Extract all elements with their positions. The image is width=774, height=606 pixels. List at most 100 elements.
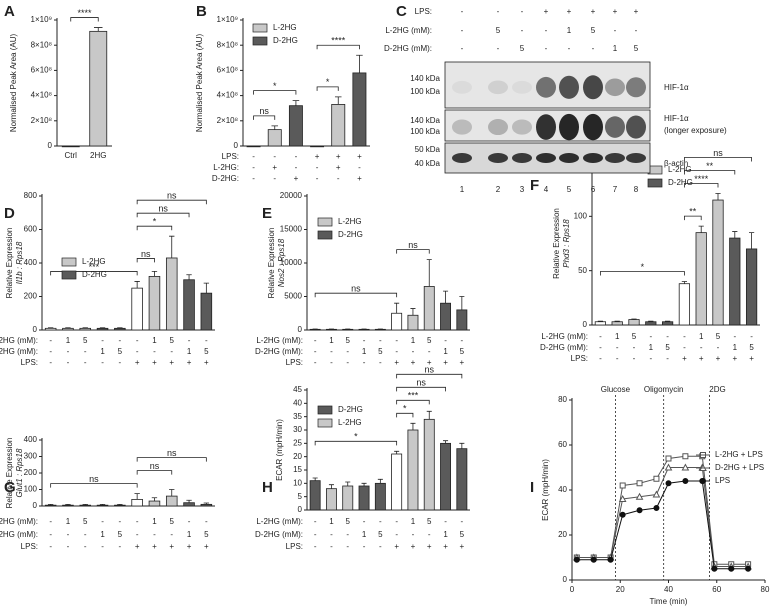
error-bar (312, 477, 318, 481)
bar (712, 199, 724, 326)
significance-label: * (326, 77, 330, 87)
blot-band (512, 80, 532, 94)
row-value: + (357, 174, 362, 183)
row-value: - (67, 542, 70, 551)
row-value: 5 (346, 517, 351, 526)
row-label: LPS: (286, 358, 303, 367)
error-bar (377, 478, 383, 484)
blot-band (605, 153, 625, 163)
row-label: LPS: (21, 358, 38, 367)
row-value: 1 (443, 347, 448, 356)
y-tick-label: 0 (298, 505, 303, 514)
legend-label: L-2HG (668, 165, 692, 174)
bar (79, 504, 92, 507)
row-value: - (330, 358, 333, 367)
row-value: - (314, 530, 317, 539)
row-value: 5 (204, 530, 209, 539)
row-value: - (49, 336, 52, 345)
row-value: - (379, 358, 382, 367)
row-value: 5 (83, 336, 88, 345)
panel-label: I (530, 479, 534, 496)
row-value: - (49, 530, 52, 539)
marker (636, 507, 643, 514)
error-bar (631, 318, 637, 320)
bar (131, 287, 143, 331)
row-value: - (599, 343, 602, 352)
row-value: - (358, 163, 361, 172)
row-value: - (136, 530, 139, 539)
error-bar (394, 302, 400, 314)
row-value: - (395, 517, 398, 526)
bar (374, 328, 386, 331)
row-value: - (252, 174, 255, 183)
error-bar (99, 327, 106, 329)
y-tick-label: 1×10⁹ (217, 15, 238, 24)
error-bar (151, 270, 158, 277)
row-value: - (101, 358, 104, 367)
row-value: - (363, 517, 366, 526)
blot-band (583, 113, 603, 141)
row-value: + (204, 542, 209, 551)
row-value: + (357, 152, 362, 161)
row-value: + (443, 358, 448, 367)
row-value: - (205, 336, 208, 345)
row-value: - (379, 336, 382, 345)
row-value: - (153, 530, 156, 539)
row-label: D-2HG (mM): (255, 347, 303, 356)
row-label: L-2HG (mM): (0, 517, 38, 526)
row-value: 5 (346, 336, 351, 345)
legend-swatch (317, 418, 333, 428)
y-tick-label: 45 (293, 385, 302, 394)
significance-bracket (70, 17, 99, 22)
bar (423, 286, 435, 331)
mw-marker: 100 kDa (410, 127, 440, 136)
error-bar (443, 290, 449, 304)
lane-number: 6 (591, 185, 596, 194)
significance-bracket (684, 215, 702, 221)
bar (628, 319, 640, 326)
error-bar (82, 327, 88, 329)
header-value: - (545, 44, 548, 53)
row-value: - (395, 530, 398, 539)
row-value: - (205, 517, 208, 526)
significance-bracket (253, 115, 276, 120)
lane-number: 4 (544, 185, 549, 194)
blot-label: HIF-1α (664, 114, 689, 123)
header-value: - (592, 44, 595, 53)
row-value: 1 (733, 343, 738, 352)
significance-label: *** (408, 391, 419, 401)
error-bar (117, 327, 123, 329)
row-value: - (428, 530, 431, 539)
y-tick-label: 600 (24, 225, 38, 234)
y-tick-label: 400 (24, 258, 38, 267)
row-value: - (412, 530, 415, 539)
bar (594, 321, 607, 326)
y-tick-label: 200 (24, 292, 38, 301)
marker (618, 494, 627, 502)
y-tick-label: 0 (234, 141, 239, 150)
row-value: 5 (83, 517, 88, 526)
marker (728, 565, 735, 572)
marker (745, 565, 752, 572)
error-bar (169, 235, 175, 258)
blot-label: (longer exposure) (664, 126, 727, 135)
row-value: - (136, 347, 139, 356)
header-value: - (545, 26, 548, 35)
error-bar (134, 493, 140, 500)
row-value: - (428, 347, 431, 356)
row-label: L-2HG (mM): (256, 336, 303, 345)
error-bar (117, 503, 123, 506)
blot-band (559, 75, 579, 99)
legend-label: L-2HG (82, 257, 106, 266)
row-value: 5 (427, 336, 432, 345)
error-bar (65, 327, 71, 329)
legend-label: D-2HG (273, 36, 298, 45)
significance-bracket (136, 457, 207, 462)
row-value: + (169, 358, 174, 367)
row-value: 5 (460, 347, 465, 356)
row-value: 1 (443, 530, 448, 539)
significance-label: * (273, 81, 277, 91)
significance-bracket (684, 183, 719, 188)
lane-number: 3 (520, 185, 525, 194)
row-value: - (330, 542, 333, 551)
